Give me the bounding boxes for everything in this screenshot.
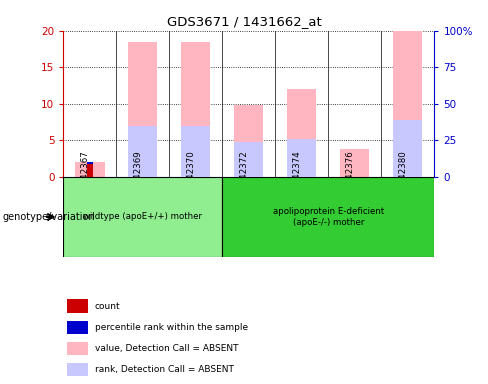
- Text: GSM142380: GSM142380: [399, 150, 408, 203]
- Text: GSM142372: GSM142372: [240, 150, 249, 203]
- Bar: [182, 42, 210, 177]
- Text: percentile rank within the sample: percentile rank within the sample: [95, 323, 248, 332]
- Text: GDS3671 / 1431662_at: GDS3671 / 1431662_at: [166, 15, 322, 28]
- Bar: [67, 321, 87, 334]
- Text: genotype/variation: genotype/variation: [2, 212, 95, 222]
- Bar: [223, 177, 434, 257]
- Text: GSM142367: GSM142367: [81, 150, 90, 203]
- Text: GSM142369: GSM142369: [134, 150, 143, 203]
- Text: apolipoprotein E-deficient
(apoE-/-) mother: apolipoprotein E-deficient (apoE-/-) mot…: [273, 207, 384, 227]
- Text: count: count: [95, 302, 121, 311]
- Text: value, Detection Call = ABSENT: value, Detection Call = ABSENT: [95, 344, 239, 353]
- Bar: [87, 164, 93, 177]
- Bar: [182, 126, 210, 177]
- Bar: [340, 149, 369, 177]
- Bar: [67, 300, 87, 313]
- Bar: [75, 162, 104, 177]
- Bar: [128, 126, 158, 177]
- Bar: [393, 120, 423, 177]
- Text: GSM142374: GSM142374: [293, 150, 302, 203]
- Bar: [67, 363, 87, 376]
- Bar: [63, 177, 223, 257]
- Bar: [287, 89, 316, 177]
- Bar: [234, 142, 264, 177]
- Bar: [393, 31, 423, 177]
- Text: GSM142376: GSM142376: [346, 150, 355, 203]
- Bar: [128, 42, 158, 177]
- Bar: [67, 342, 87, 355]
- Text: GSM142370: GSM142370: [187, 150, 196, 203]
- Bar: [287, 139, 316, 177]
- Text: rank, Detection Call = ABSENT: rank, Detection Call = ABSENT: [95, 365, 234, 374]
- Bar: [234, 105, 264, 177]
- Text: wildtype (apoE+/+) mother: wildtype (apoE+/+) mother: [83, 212, 203, 222]
- Bar: [87, 162, 93, 164]
